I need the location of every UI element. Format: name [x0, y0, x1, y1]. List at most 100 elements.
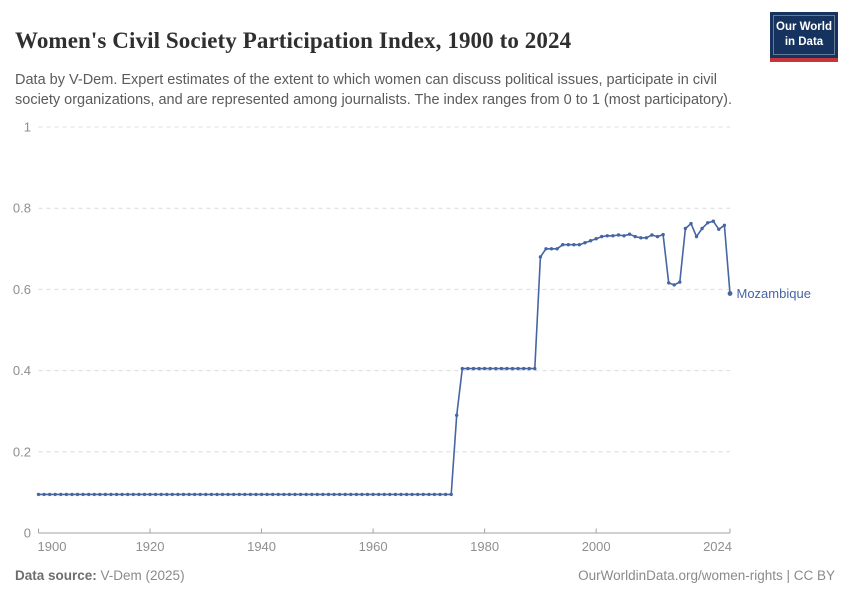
owid-logo-text: Our World in Data: [773, 15, 835, 55]
data-point: [148, 492, 152, 497]
data-point: [204, 492, 208, 497]
data-point: [572, 243, 576, 247]
data-point: [706, 221, 710, 225]
data-point: [717, 227, 721, 231]
data-point: [226, 492, 230, 497]
data-point: [711, 219, 715, 223]
data-point: [633, 234, 637, 239]
x-tick-label: 1940: [247, 539, 276, 554]
data-point: [98, 492, 102, 497]
data-point: [248, 492, 253, 497]
data-point: [561, 243, 565, 247]
mozambique-line[interactable]: [37, 220, 731, 496]
data-point: [59, 492, 63, 497]
data-point: [377, 492, 381, 497]
chart-subtitle: Data by V-Dem. Expert estimates of the e…: [15, 71, 733, 108]
y-tick-label: 1: [24, 120, 31, 135]
data-point: [298, 492, 303, 497]
data-point: [192, 492, 197, 497]
data-point: [131, 492, 135, 497]
data-point: [449, 492, 453, 497]
data-point: [510, 366, 515, 371]
attribution-link[interactable]: OurWorldinData.org/women-rights | CC BY: [578, 568, 835, 583]
data-point: [432, 492, 437, 497]
data-point: [499, 366, 504, 371]
data-point: [667, 281, 671, 285]
data-point: [455, 413, 459, 417]
data-point: [337, 492, 342, 497]
data-point: [103, 492, 108, 497]
data-point: [533, 366, 537, 371]
data-point: [650, 233, 654, 237]
y-tick-label: 0.6: [13, 282, 31, 297]
data-point: [566, 243, 570, 247]
owid-logo[interactable]: Our World in Data: [770, 12, 838, 62]
data-point: [700, 226, 704, 231]
data-point: [544, 247, 548, 251]
data-point: [326, 492, 331, 497]
data-point: [142, 492, 147, 497]
data-point: [689, 221, 693, 226]
data-point: [109, 492, 113, 497]
data-point: [92, 492, 97, 497]
data-point: [42, 492, 46, 497]
data-point: [549, 247, 554, 251]
data-point: [165, 492, 169, 497]
data-point: [354, 492, 359, 497]
data-point: [36, 492, 41, 497]
data-point: [254, 492, 258, 497]
data-point: [605, 234, 609, 238]
owid-logo-red-bar: [770, 57, 838, 62]
data-point: [466, 366, 470, 371]
data-point: [683, 226, 688, 231]
data-point: [471, 366, 476, 371]
data-point: [343, 492, 347, 497]
data-point: [371, 492, 375, 497]
data-point: [583, 241, 587, 245]
data-point: [382, 492, 386, 497]
data-point: [694, 234, 699, 239]
data-source-note: Data source: V-Dem (2025): [15, 568, 185, 583]
data-point: [304, 492, 308, 497]
data-point: [505, 366, 509, 371]
data-point: [388, 492, 392, 497]
data-point: [170, 492, 174, 497]
data-point: [349, 492, 353, 497]
data-point: [232, 492, 236, 497]
data-point: [399, 492, 403, 497]
data-point: [181, 492, 186, 497]
data-point: [588, 239, 593, 243]
data-point: [271, 492, 275, 497]
data-point: [722, 223, 727, 227]
data-point: [555, 247, 559, 251]
data-point: [522, 366, 526, 371]
x-tick-label: 1920: [136, 539, 165, 554]
mozambique-label[interactable]: Mozambique: [737, 286, 811, 301]
data-point: [655, 234, 660, 239]
data-point: [126, 492, 130, 497]
data-point: [310, 492, 314, 497]
data-point: [438, 492, 442, 497]
data-point: [259, 492, 264, 497]
data-point: [577, 243, 582, 247]
data-point: [393, 492, 398, 497]
data-point: [120, 492, 124, 497]
data-point: [443, 492, 448, 497]
data-point: [81, 492, 85, 497]
data-point: [365, 492, 370, 497]
data-point: [198, 492, 202, 497]
data-point: [53, 492, 57, 497]
data-point: [421, 492, 425, 497]
data-point: [265, 492, 269, 497]
data-point: [516, 366, 520, 371]
data-point: [293, 492, 297, 497]
y-tick-label: 0.8: [13, 201, 31, 216]
data-point: [360, 492, 364, 497]
data-point: [616, 233, 621, 237]
data-point: [416, 492, 420, 497]
data-point: [153, 492, 158, 497]
data-point: [627, 232, 632, 236]
y-tick-label: 0.2: [13, 444, 31, 459]
